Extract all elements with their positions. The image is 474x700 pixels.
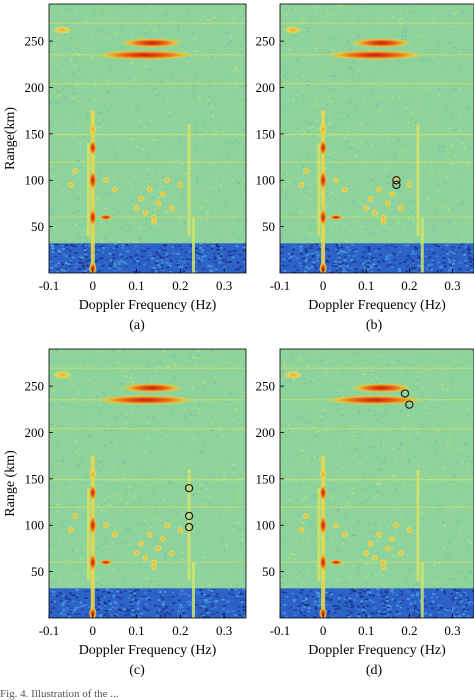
y-tick-label: 100 — [25, 518, 45, 533]
x-tick-label: 0.2 — [172, 623, 188, 638]
y-tick-label: 100 — [256, 518, 276, 533]
panel-b: -0.1 0 0.1 0.2 0.3 50 100 150 200 250 Doppler Freq… — [256, 4, 474, 313]
panel-d: -0.1 0 0.1 0.2 0.3 50 100 150 200 250 Doppler Freq… — [256, 349, 474, 658]
panel-c: -0.1 0 0.1 0.2 0.3 50 100 150 200 250 Doppler Freq… — [3, 349, 249, 658]
y-tick-label: 100 — [25, 173, 45, 188]
x-tick-label: 0.1 — [128, 278, 144, 293]
x-tick-label: 0 — [90, 278, 97, 293]
panel-b-caption: (b) — [344, 318, 404, 334]
y-tick-label: 100 — [256, 173, 276, 188]
x-tick-label: 0.3 — [216, 623, 232, 638]
y-tick-label: 200 — [256, 80, 276, 95]
x-tick-label: 0.1 — [358, 278, 374, 293]
x-tick-label: 0 — [320, 623, 327, 638]
y-tick-label: 150 — [25, 126, 45, 141]
x-tick-label: 0.3 — [444, 278, 460, 293]
x-axis-label: Doppler Frequency (Hz) — [308, 643, 446, 658]
x-axis-label: Doppler Frequency (Hz) — [308, 298, 446, 313]
x-tick-label: 0.1 — [358, 623, 374, 638]
y-tick-label: 200 — [25, 80, 45, 95]
y-axis-label: Range (km) — [3, 450, 18, 517]
y-tick-label: 150 — [256, 126, 276, 141]
y-tick-label: 200 — [25, 425, 45, 440]
panel-d-caption: (d) — [344, 663, 404, 679]
y-tick-label: 50 — [31, 564, 44, 579]
panel-a: -0.1 0 0.1 0.2 0.3 50 100 150 200 250 Doppler Freq… — [3, 4, 249, 313]
x-tick-label: 0.2 — [401, 623, 417, 638]
y-tick-label: 250 — [256, 379, 276, 394]
y-tick-label: 50 — [262, 564, 275, 579]
x-tick-label: 0.1 — [128, 623, 144, 638]
x-tick-label: -0.1 — [39, 623, 60, 638]
figure-footer-text: Fig. 4. Illustration of the ... — [0, 688, 474, 700]
panel-a-caption: (a) — [107, 318, 167, 334]
heatmap-image — [280, 4, 474, 275]
y-tick-label: 200 — [256, 425, 276, 440]
x-tick-label: -0.1 — [270, 278, 291, 293]
x-tick-label: 0.3 — [444, 623, 460, 638]
heatmap-image — [280, 349, 474, 620]
y-tick-label: 250 — [25, 379, 45, 394]
x-tick-label: -0.1 — [39, 278, 60, 293]
x-tick-label: 0.2 — [401, 278, 417, 293]
panel-c-caption: (c) — [107, 663, 167, 679]
x-tick-label: 0 — [320, 278, 327, 293]
y-tick-label: 250 — [256, 34, 276, 49]
x-tick-label: 0.2 — [172, 278, 188, 293]
y-tick-label: 150 — [25, 471, 45, 486]
x-tick-label: 0.3 — [216, 278, 232, 293]
x-tick-label: -0.1 — [270, 623, 291, 638]
y-tick-label: 50 — [31, 219, 44, 234]
y-tick-label: 250 — [25, 34, 45, 49]
x-tick-label: 0 — [90, 623, 97, 638]
x-axis-label: Doppler Frequency (Hz) — [79, 643, 217, 658]
x-axis-label: Doppler Frequency (Hz) — [79, 298, 217, 313]
y-tick-label: 50 — [262, 219, 275, 234]
y-axis-label: Range(km) — [3, 107, 18, 170]
heatmap-image — [49, 4, 249, 275]
heatmap-image — [49, 349, 249, 620]
y-tick-label: 150 — [256, 471, 276, 486]
